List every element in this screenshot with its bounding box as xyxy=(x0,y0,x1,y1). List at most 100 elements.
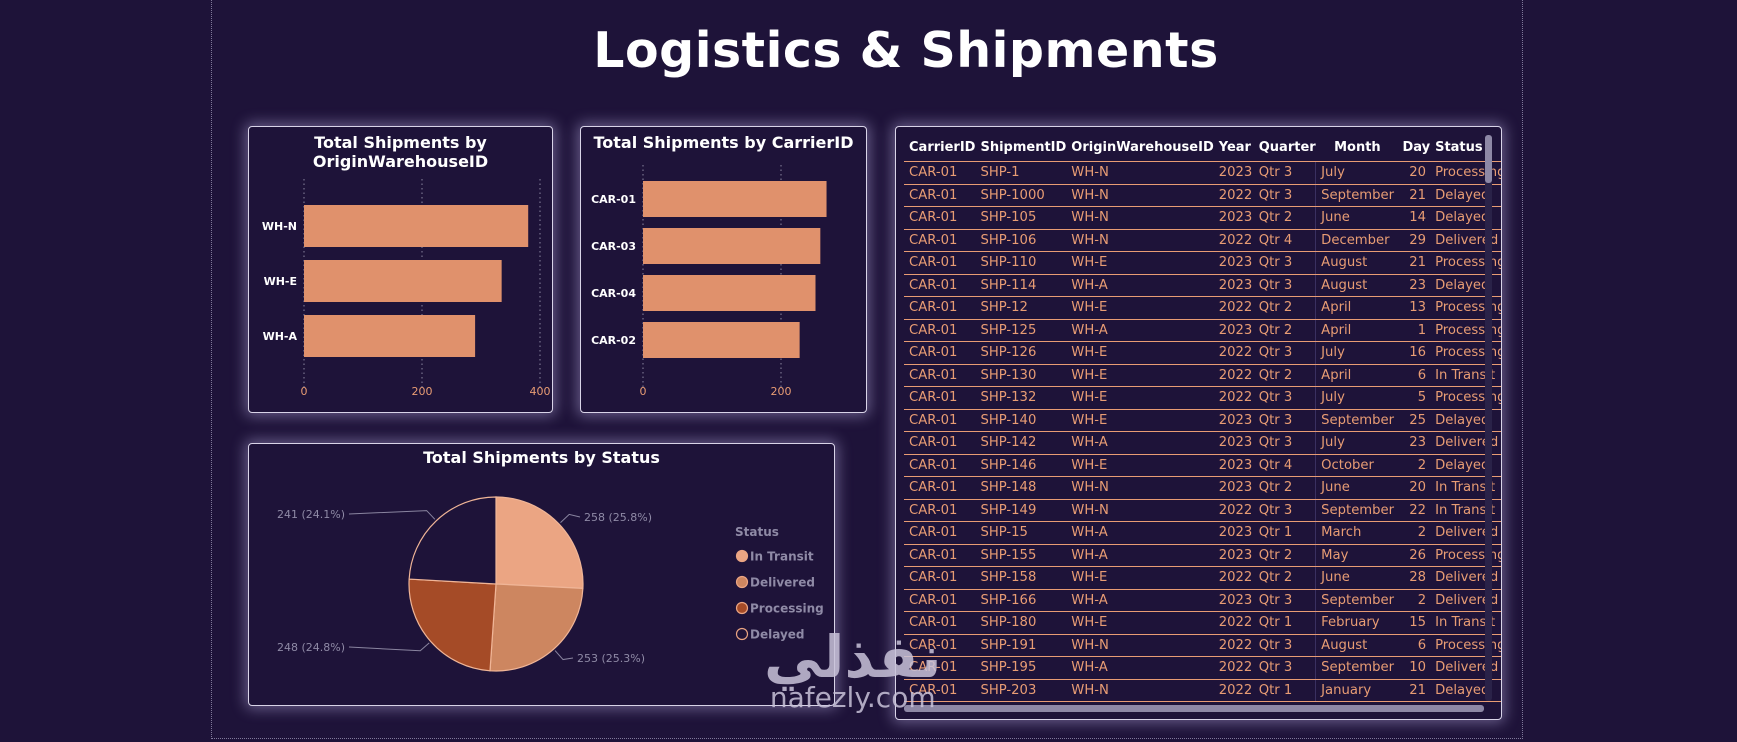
legend-label-in-transit: In Transit xyxy=(750,550,814,564)
table-cell: SHP-105 xyxy=(975,206,1067,230)
table-cell: June xyxy=(1315,566,1395,590)
table-cell: 20 xyxy=(1394,161,1431,185)
table-row[interactable]: CAR-01 SHP-191 WH-N 2022 Qtr 3 August 6 Process… xyxy=(904,634,1501,657)
table-cell: Processing xyxy=(1430,544,1501,567)
table-horizontal-scrollbar[interactable] xyxy=(904,705,1484,712)
warehouse-chart-card[interactable]: Total Shipments by OriginWarehouseID 0 20… xyxy=(248,126,553,413)
table-row[interactable]: CAR-01 SHP-105 WH-N 2023 Qtr 2 June 14 Delayed xyxy=(904,206,1501,230)
table-cell: Delivered xyxy=(1430,431,1501,455)
table-row[interactable]: CAR-01 SHP-180 WH-E 2022 Qtr 1 February 15 In T… xyxy=(904,611,1501,635)
x-tick-label: 400 xyxy=(530,385,551,398)
table-cell: SHP-1000 xyxy=(975,184,1067,207)
data-label: 241 (24.1%) xyxy=(277,508,345,521)
table-row[interactable]: CAR-01 SHP-146 WH-E 2023 Qtr 4 October 2 Delaye… xyxy=(904,454,1501,477)
table-row[interactable]: CAR-01 SHP-126 WH-E 2022 Qtr 3 July 16 Processi… xyxy=(904,341,1501,365)
table-row[interactable]: CAR-01 SHP-148 WH-N 2023 Qtr 2 June 20 In Trans… xyxy=(904,476,1501,500)
table-row[interactable]: CAR-01 SHP-140 WH-E 2023 Qtr 3 September 25 Del… xyxy=(904,409,1501,432)
table-cell: 28 xyxy=(1394,566,1431,590)
table-row[interactable]: CAR-01 SHP-114 WH-A 2023 Qtr 3 August 23 Delaye… xyxy=(904,274,1501,297)
table-cell: 6 xyxy=(1394,634,1431,657)
table-row[interactable]: CAR-01 SHP-106 WH-N 2022 Qtr 4 December 29 Deli… xyxy=(904,229,1501,252)
table-row[interactable]: CAR-01 SHP-130 WH-E 2022 Qtr 2 April 6 In Trans… xyxy=(904,364,1501,387)
table-row[interactable]: CAR-01 SHP-125 WH-A 2023 Qtr 2 April 1 Processi… xyxy=(904,319,1501,342)
table-cell: CAR-01 xyxy=(904,634,976,657)
watermark-latin: nafezly.com xyxy=(769,681,936,714)
table-row[interactable]: CAR-01 SHP-142 WH-A 2023 Qtr 3 July 23 Delivere… xyxy=(904,431,1501,455)
table-row[interactable]: CAR-01 SHP-166 WH-A 2023 Qtr 3 September 2 Deli… xyxy=(904,589,1501,612)
carrier-chart-title: Total Shipments by CarrierID xyxy=(593,133,854,152)
table-row[interactable]: CAR-01 SHP-12 WH-E 2022 Qtr 2 April 13 Processi… xyxy=(904,296,1501,320)
category-label: WH-A xyxy=(263,330,298,343)
table-vertical-scrollbar-track[interactable] xyxy=(1485,135,1492,701)
table-cell: WH-N xyxy=(1066,634,1214,657)
table-cell: Qtr 3 xyxy=(1253,184,1316,207)
table-row[interactable]: CAR-01 SHP-132 WH-E 2022 Qtr 3 July 5 Processin… xyxy=(904,386,1501,410)
table-cell: Delayed xyxy=(1430,409,1501,432)
table-cell: 21 xyxy=(1394,184,1431,207)
bar-car-04 xyxy=(643,275,816,311)
table-cell: Processing xyxy=(1430,341,1501,365)
table-cell: CAR-01 xyxy=(904,521,976,545)
table-cell: 2022 xyxy=(1213,679,1254,702)
table-cell: SHP-1 xyxy=(975,161,1067,185)
table-cell: May xyxy=(1315,544,1395,567)
table-cell: 2023 xyxy=(1213,476,1254,500)
status-chart-card[interactable]: Total Shipments by Status 258 (25.8%) 253… xyxy=(248,443,835,706)
column-header[interactable]: Year xyxy=(1213,133,1254,162)
table-cell: SHP-12 xyxy=(975,296,1067,320)
shipments-table-wrap: CarrierID ShipmentID OriginWarehouseID Year… xyxy=(904,133,1501,702)
table-cell: SHP-130 xyxy=(975,364,1067,387)
column-header[interactable]: Quarter xyxy=(1253,133,1316,162)
column-header[interactable]: OriginWarehouseID xyxy=(1066,133,1214,162)
table-cell: July xyxy=(1315,386,1395,410)
table-cell: 16 xyxy=(1394,341,1431,365)
table-vertical-scrollbar-thumb[interactable] xyxy=(1485,135,1492,183)
table-row[interactable]: CAR-01 SHP-149 WH-N 2022 Qtr 3 September 22 In … xyxy=(904,499,1501,522)
x-tick-label: 0 xyxy=(301,385,308,398)
legend-label-delivered: Delivered xyxy=(750,576,815,590)
table-cell: Processing xyxy=(1430,634,1501,657)
table-cell: SHP-146 xyxy=(975,454,1067,477)
table-cell: 1 xyxy=(1394,319,1431,342)
warehouse-bar-chart: 0 200 400 WH-N WH-E WH-A xyxy=(262,179,551,398)
column-header[interactable]: CarrierID xyxy=(904,133,976,162)
column-header[interactable]: ShipmentID xyxy=(975,133,1067,162)
table-cell: September xyxy=(1315,409,1395,432)
table-cell: December xyxy=(1315,229,1395,252)
table-cell: WH-N xyxy=(1066,206,1214,230)
data-label: 258 (25.8%) xyxy=(584,511,652,524)
category-label: CAR-04 xyxy=(591,287,636,300)
bar-car-02 xyxy=(643,322,800,358)
table-cell: CAR-01 xyxy=(904,499,976,522)
table-cell: WH-A xyxy=(1066,274,1214,297)
table-cell: 29 xyxy=(1394,229,1431,252)
table-row[interactable]: CAR-01 SHP-203 WH-N 2022 Qtr 1 January 21 Delay… xyxy=(904,679,1501,702)
table-cell: CAR-01 xyxy=(904,656,976,680)
table-row[interactable]: CAR-01 SHP-110 WH-E 2023 Qtr 3 August 21 Proces… xyxy=(904,251,1501,275)
table-cell: CAR-01 xyxy=(904,296,976,320)
table-cell: 2023 xyxy=(1213,274,1254,297)
table-row[interactable]: CAR-01 SHP-155 WH-A 2023 Qtr 2 May 26 Processin… xyxy=(904,544,1501,567)
table-row[interactable]: CAR-01 SHP-1000 WH-N 2022 Qtr 3 September 21 De… xyxy=(904,184,1501,207)
table-cell: WH-E xyxy=(1066,364,1214,387)
table-row[interactable]: CAR-01 SHP-195 WH-A 2022 Qtr 3 September 10 Del… xyxy=(904,656,1501,680)
table-row[interactable]: CAR-01 SHP-15 WH-A 2023 Qtr 1 March 2 Delivered xyxy=(904,521,1501,545)
bar-car-03 xyxy=(643,228,821,264)
table-cell: Qtr 1 xyxy=(1253,521,1316,545)
table-cell: 21 xyxy=(1394,679,1431,702)
table-cell: August xyxy=(1315,251,1395,275)
table-row[interactable]: CAR-01 SHP-1 WH-N 2023 Qtr 3 July 20 Processing xyxy=(904,161,1501,185)
column-header[interactable]: Day xyxy=(1394,133,1431,162)
table-cell: 2022 xyxy=(1213,499,1254,522)
shipments-table-card[interactable]: CarrierID ShipmentID OriginWarehouseID Year… xyxy=(895,126,1502,720)
table-cell: In Transit xyxy=(1430,476,1501,500)
table-row[interactable]: CAR-01 SHP-158 WH-E 2022 Qtr 2 June 28 Delivere… xyxy=(904,566,1501,590)
column-header[interactable]: Month xyxy=(1315,133,1395,162)
table-cell: 14 xyxy=(1394,206,1431,230)
data-label-leader xyxy=(348,510,436,520)
carrier-chart-card[interactable]: Total Shipments by CarrierID 0 200 CAR-01 C… xyxy=(580,126,867,413)
category-label: CAR-01 xyxy=(591,193,636,206)
table-cell: WH-N xyxy=(1066,229,1214,252)
table-cell: 2023 xyxy=(1213,521,1254,545)
data-label: 253 (25.3%) xyxy=(577,652,645,665)
